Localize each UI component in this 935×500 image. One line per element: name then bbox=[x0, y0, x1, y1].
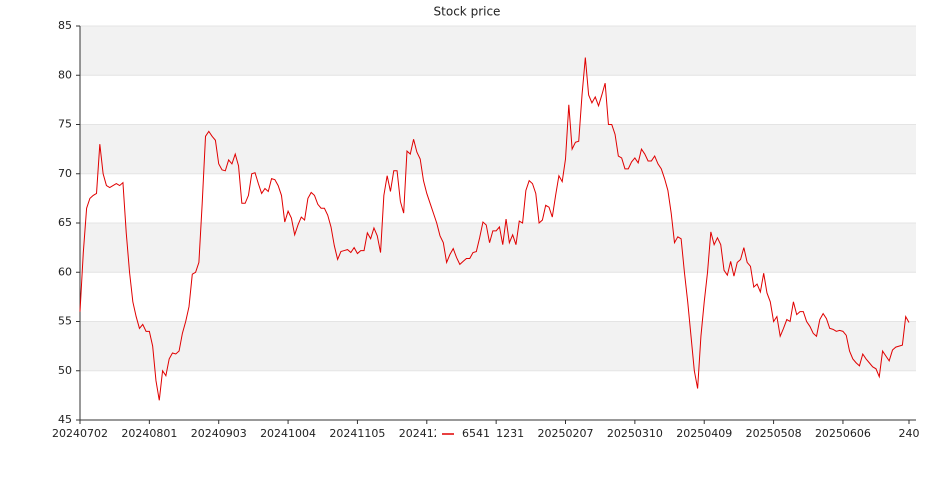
y-tick-label: 70 bbox=[58, 167, 72, 180]
y-tick-label: 45 bbox=[58, 413, 72, 426]
y-tick-label: 85 bbox=[58, 19, 72, 32]
x-tick-label: 20250606 bbox=[815, 427, 871, 440]
x-tick-label: 20241004 bbox=[260, 427, 316, 440]
grid-band bbox=[80, 124, 916, 174]
chart-title: Stock price bbox=[434, 5, 501, 19]
legend: 6541 bbox=[436, 426, 496, 442]
grid bbox=[80, 25, 916, 421]
y-tick-label: 65 bbox=[58, 216, 72, 229]
y-tick-label: 50 bbox=[58, 364, 72, 377]
y-tick-label: 60 bbox=[58, 265, 72, 278]
grid-band bbox=[80, 321, 916, 371]
y-tick-label: 75 bbox=[58, 118, 72, 131]
x-tick-label: 20250310 bbox=[607, 427, 663, 440]
x-tick-label: 20250207 bbox=[538, 427, 594, 440]
y-tick-label: 80 bbox=[58, 68, 72, 81]
x-tick-label: 20241105 bbox=[329, 427, 385, 440]
legend-box bbox=[436, 426, 496, 442]
x-tick-label: 20250508 bbox=[746, 427, 802, 440]
x-tick-label: 20240702 bbox=[52, 427, 108, 440]
x-tick-label: 20240801 bbox=[121, 427, 177, 440]
x-tick-label: 20250409 bbox=[676, 427, 732, 440]
grid-band bbox=[80, 223, 916, 273]
x-tick-label: 240 bbox=[899, 427, 920, 440]
series-line bbox=[79, 57, 910, 401]
legend-label: 6541 bbox=[462, 427, 490, 440]
x-tick-label: 20240903 bbox=[191, 427, 247, 440]
y-tick-label: 55 bbox=[58, 315, 72, 328]
grid-band bbox=[80, 26, 916, 76]
